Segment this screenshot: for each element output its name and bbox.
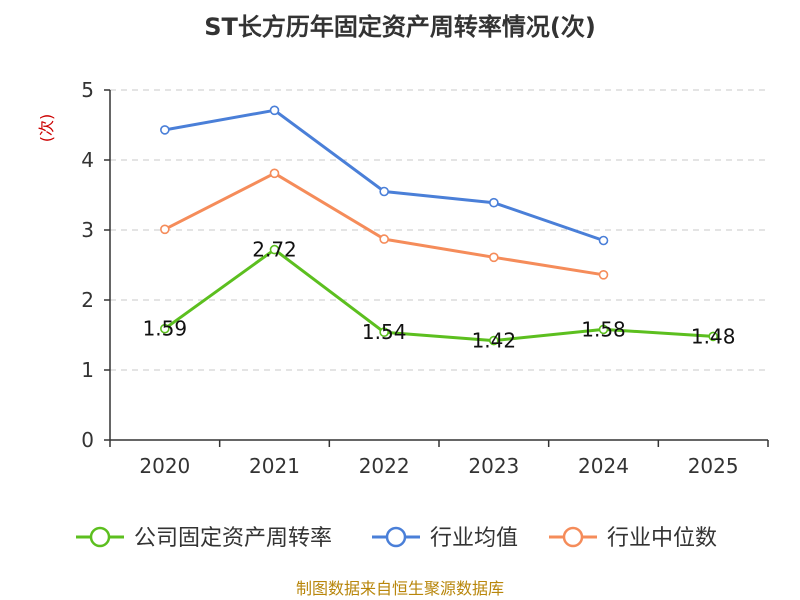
y-tick-label-3: 3	[81, 218, 94, 242]
data-label-2024: 1.58	[581, 317, 626, 341]
x-tick-label-2024: 2024	[578, 454, 629, 478]
point-s2-2021	[269, 168, 280, 179]
y-tick-label-2: 2	[81, 288, 94, 312]
legend-marker-1	[385, 526, 407, 548]
point-s1-2022	[379, 186, 389, 197]
x-tick-label-2023: 2023	[468, 454, 519, 478]
data-label-2021: 2.72	[252, 238, 297, 262]
point-s1-2020	[160, 125, 170, 135]
point-s1-2024	[598, 235, 609, 246]
x-tick-label-2025: 2025	[688, 454, 739, 478]
legend-marker-2	[562, 526, 584, 548]
legend: 公司固定资产周转率 行业均值 行业中位数	[76, 526, 717, 551]
data-label-2023: 1.42	[472, 329, 517, 353]
data-label-2025: 1.48	[691, 324, 736, 348]
y-tick-label-0: 0	[81, 428, 94, 452]
legend-label-0: 公司固定资产周转率	[134, 526, 332, 551]
data-label-2020: 1.59	[143, 317, 188, 341]
point-s0-2022	[379, 327, 389, 338]
y-tick-label-5: 5	[81, 78, 94, 102]
point-s0-2024	[598, 324, 609, 335]
y-tick-label-1: 1	[81, 358, 94, 382]
source-note: 制图数据来自恒生聚源数据库	[296, 579, 504, 598]
point-s2-2023	[489, 252, 499, 263]
legend-label-2: 行业中位数	[607, 526, 717, 551]
point-s2-2022	[379, 234, 389, 244]
grid-lines	[110, 89, 768, 371]
chart-title: ST长方历年固定资产周转率情况(次)	[204, 13, 596, 41]
data-labels: 1.59 2.72 1.54 1.42 1.58 1.48	[143, 238, 736, 353]
x-tick-label-2020: 2020	[139, 454, 190, 478]
x-tick-label-2021: 2021	[249, 454, 300, 478]
x-tick-label-2022: 2022	[359, 454, 410, 478]
point-s2-2024	[598, 269, 609, 280]
series-line-0	[163, 248, 714, 343]
point-s1-2021	[269, 105, 280, 116]
y-tick-label-4: 4	[81, 148, 94, 172]
point-s2-2020	[160, 224, 170, 235]
point-s0-2021	[269, 244, 280, 255]
point-s0-2023	[489, 335, 499, 346]
point-s0-2020	[160, 323, 170, 334]
y-axis-label: (次)	[37, 114, 56, 143]
series-line-1	[164, 108, 604, 242]
data-label-2022: 1.54	[362, 320, 407, 344]
axes: 0 1 2 3 4 5 2020 2021 2022 2023 2024 2025	[81, 78, 769, 478]
legend-marker-0	[89, 526, 111, 548]
series-lines	[160, 105, 718, 346]
legend-label-1: 行业均值	[430, 526, 518, 551]
point-s0-2025	[708, 331, 718, 342]
point-s1-2023	[489, 197, 499, 208]
